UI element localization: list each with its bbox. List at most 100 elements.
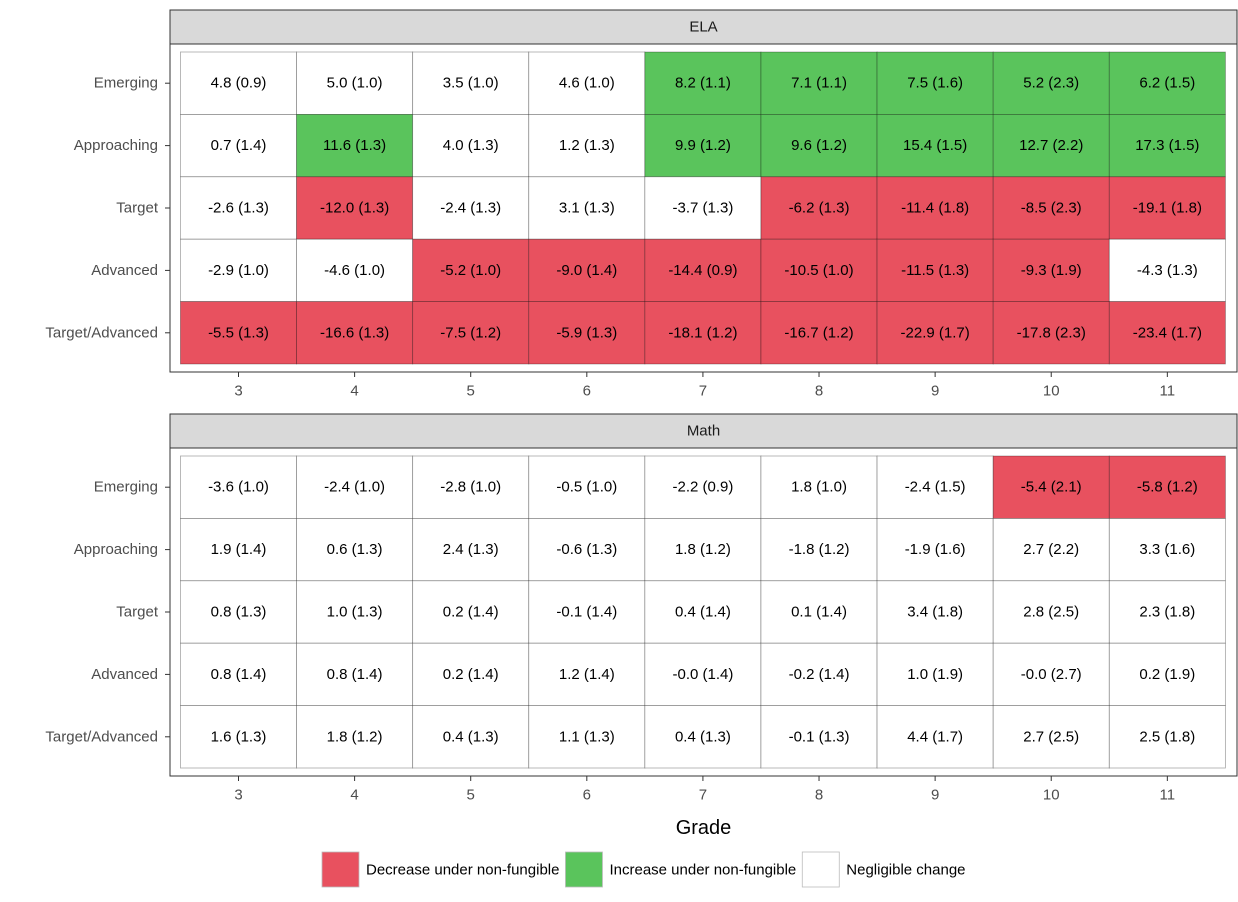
tile <box>412 642 530 707</box>
tile-label: 17.3 (1.5) <box>1135 137 1199 154</box>
tile-label: 0.4 (1.3) <box>443 728 499 745</box>
legend-label: Decrease under non-fungible <box>366 862 559 879</box>
tile-label: 0.2 (1.4) <box>443 604 499 621</box>
tile <box>644 705 762 769</box>
tile-label: 0.7 (1.4) <box>211 137 267 154</box>
tile-label: 4.8 (0.9) <box>211 75 267 92</box>
tile <box>760 580 878 644</box>
tile-label: 1.2 (1.4) <box>559 666 615 683</box>
tile-label: 7.1 (1.1) <box>791 75 847 92</box>
tile <box>760 114 878 178</box>
x-tick-label: 10 <box>1043 787 1060 804</box>
tile-label: 5.2 (2.3) <box>1023 75 1079 92</box>
tile <box>412 455 530 519</box>
tile <box>992 238 1110 302</box>
y-tick-label: Target <box>116 200 159 217</box>
tile <box>1108 455 1226 519</box>
tile-label: 0.8 (1.3) <box>211 604 267 621</box>
tile-label: -5.9 (1.3) <box>556 324 617 341</box>
tile-label: -4.3 (1.3) <box>1137 262 1198 279</box>
y-tick-label: Target/Advanced <box>45 728 158 745</box>
tile <box>760 176 878 240</box>
tile-label: -6.2 (1.3) <box>789 200 850 217</box>
y-tick-label: Approaching <box>74 541 158 558</box>
tile-label: 1.0 (1.9) <box>907 666 963 683</box>
tile-label: 3.5 (1.0) <box>443 75 499 92</box>
tile-label: -8.5 (2.3) <box>1021 200 1082 217</box>
tile <box>412 176 530 240</box>
tile <box>412 580 530 644</box>
tile <box>644 455 762 519</box>
tile <box>296 455 414 519</box>
tile-label: -22.9 (1.7) <box>901 324 970 341</box>
x-tick-label: 5 <box>467 787 475 804</box>
tile-label: -1.9 (1.6) <box>905 541 966 558</box>
tile <box>296 580 414 644</box>
tile <box>644 238 762 302</box>
tile <box>760 51 878 115</box>
legend-label: Negligible change <box>846 862 965 879</box>
tile-label: -2.4 (1.3) <box>440 200 501 217</box>
tile-label: 4.6 (1.0) <box>559 75 615 92</box>
tile <box>876 238 994 302</box>
tile <box>1108 580 1226 644</box>
tile-label: -2.6 (1.3) <box>208 200 269 217</box>
tile-label: 3.1 (1.3) <box>559 200 615 217</box>
tile <box>1108 114 1226 178</box>
tile <box>296 176 414 240</box>
x-tick-label: 11 <box>1160 787 1176 804</box>
tile <box>180 455 297 519</box>
tile <box>760 238 878 302</box>
tile-label: 0.8 (1.4) <box>211 666 267 683</box>
tile <box>876 642 994 707</box>
tile <box>528 580 646 644</box>
tile <box>644 642 762 707</box>
tile-label: 2.7 (2.5) <box>1023 728 1079 745</box>
tile-label: 1.1 (1.3) <box>559 728 615 745</box>
tile <box>296 238 414 302</box>
tile-label: 6.2 (1.5) <box>1139 75 1195 92</box>
legend-label: Increase under non-fungible <box>609 862 796 879</box>
tile <box>528 455 646 519</box>
tile-label: 11.6 (1.3) <box>323 137 386 154</box>
tile <box>992 455 1110 519</box>
tile-label: -16.6 (1.3) <box>320 324 389 341</box>
tile <box>644 301 762 365</box>
tile <box>180 642 297 707</box>
tile <box>528 705 646 769</box>
tile <box>992 301 1110 365</box>
tile <box>1108 176 1226 240</box>
tile <box>876 51 994 115</box>
tile-label: -9.0 (1.4) <box>556 262 617 279</box>
tile-label: 0.8 (1.4) <box>327 666 383 683</box>
x-tick-label: 9 <box>931 383 939 400</box>
tile-label: 4.0 (1.3) <box>443 137 499 154</box>
tile-label: -3.6 (1.0) <box>208 479 269 496</box>
tile-label: -18.1 (1.2) <box>668 324 737 341</box>
tile <box>992 51 1110 115</box>
tile <box>992 518 1110 582</box>
tile-label: 0.6 (1.3) <box>327 541 383 558</box>
tile-label: 1.8 (1.0) <box>791 479 847 496</box>
x-tick-label: 6 <box>583 787 591 804</box>
tile-label: 2.4 (1.3) <box>443 541 499 558</box>
tile <box>528 238 646 302</box>
tile-label: -14.4 (0.9) <box>668 262 737 279</box>
tile-label: -2.4 (1.5) <box>905 479 966 496</box>
tile-label: -0.0 (2.7) <box>1021 666 1082 683</box>
x-tick-label: 7 <box>699 787 707 804</box>
tile-label: 2.5 (1.8) <box>1139 728 1195 745</box>
tile-label: -0.5 (1.0) <box>556 479 617 496</box>
legend-key <box>321 851 360 888</box>
x-tick-label: 7 <box>699 383 707 400</box>
tile-label: 1.9 (1.4) <box>211 541 267 558</box>
tile <box>528 642 646 707</box>
tile <box>876 114 994 178</box>
x-tick-label: 3 <box>234 383 242 400</box>
y-tick-label: Advanced <box>91 262 158 279</box>
tile-label: 1.8 (1.2) <box>327 728 383 745</box>
x-axis-title: Grade <box>676 817 732 839</box>
tile <box>644 114 762 178</box>
tile <box>412 114 530 178</box>
